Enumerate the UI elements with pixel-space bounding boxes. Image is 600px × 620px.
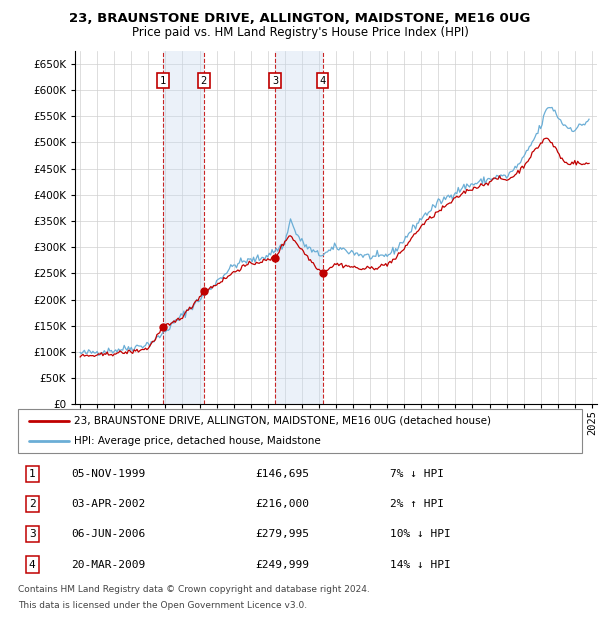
- Text: 1: 1: [29, 469, 35, 479]
- Text: 3: 3: [29, 529, 35, 539]
- Text: 3: 3: [272, 76, 278, 86]
- Text: 2% ↑ HPI: 2% ↑ HPI: [390, 499, 444, 509]
- Text: 06-JUN-2006: 06-JUN-2006: [71, 529, 146, 539]
- Text: £146,695: £146,695: [255, 469, 309, 479]
- Bar: [163, 51, 204, 404]
- FancyBboxPatch shape: [18, 409, 582, 453]
- Text: Contains HM Land Registry data © Crown copyright and database right 2024.: Contains HM Land Registry data © Crown c…: [18, 585, 370, 595]
- Text: HPI: Average price, detached house, Maidstone: HPI: Average price, detached house, Maid…: [74, 436, 321, 446]
- Text: Price paid vs. HM Land Registry's House Price Index (HPI): Price paid vs. HM Land Registry's House …: [131, 26, 469, 39]
- Text: This data is licensed under the Open Government Licence v3.0.: This data is licensed under the Open Gov…: [18, 601, 307, 611]
- Text: 2: 2: [29, 499, 35, 509]
- Text: 2: 2: [200, 76, 207, 86]
- Text: £249,999: £249,999: [255, 560, 309, 570]
- Text: 20-MAR-2009: 20-MAR-2009: [71, 560, 146, 570]
- Bar: [275, 51, 323, 404]
- Text: 05-NOV-1999: 05-NOV-1999: [71, 469, 146, 479]
- Text: 1: 1: [160, 76, 166, 86]
- Text: 03-APR-2002: 03-APR-2002: [71, 499, 146, 509]
- Text: 23, BRAUNSTONE DRIVE, ALLINGTON, MAIDSTONE, ME16 0UG (detached house): 23, BRAUNSTONE DRIVE, ALLINGTON, MAIDSTO…: [74, 416, 491, 426]
- Text: 10% ↓ HPI: 10% ↓ HPI: [390, 529, 451, 539]
- Text: 14% ↓ HPI: 14% ↓ HPI: [390, 560, 451, 570]
- Text: 4: 4: [320, 76, 326, 86]
- Text: £216,000: £216,000: [255, 499, 309, 509]
- Text: 23, BRAUNSTONE DRIVE, ALLINGTON, MAIDSTONE, ME16 0UG: 23, BRAUNSTONE DRIVE, ALLINGTON, MAIDSTO…: [70, 12, 530, 25]
- Text: 7% ↓ HPI: 7% ↓ HPI: [390, 469, 444, 479]
- Text: 4: 4: [29, 560, 35, 570]
- Text: £279,995: £279,995: [255, 529, 309, 539]
